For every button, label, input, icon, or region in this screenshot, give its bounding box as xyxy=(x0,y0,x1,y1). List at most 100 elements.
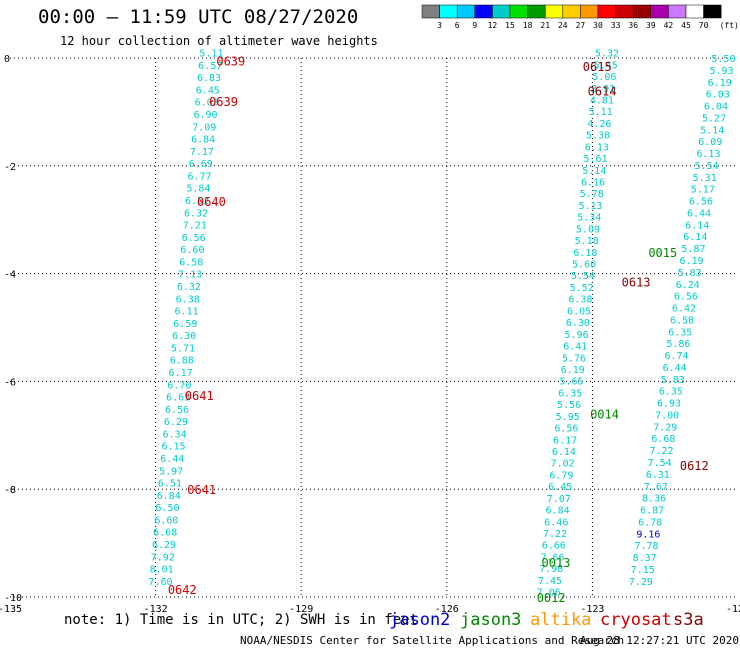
page-title: 00:00 – 11:59 UTC 08/27/2020 xyxy=(38,6,359,28)
wave-height-value: 6.70 xyxy=(167,380,191,391)
wave-height-value: 7.54 xyxy=(648,458,672,469)
wave-height-value: 6.03 xyxy=(195,98,219,109)
color-scale-label: 3 xyxy=(437,21,442,30)
wave-height-value: 7.07 xyxy=(547,494,571,505)
wave-height-value: 3.91 xyxy=(591,84,615,95)
wave-height-value: 5.93 xyxy=(710,66,734,77)
color-scale-swatch xyxy=(544,4,564,19)
wave-height-value: 5.09 xyxy=(576,224,600,235)
color-scale-swatch xyxy=(650,4,669,19)
wave-height-value: 6.14 xyxy=(685,220,709,231)
wave-height-value: 6.38 xyxy=(568,295,592,306)
wave-height-value: 5.38 xyxy=(586,131,610,142)
wave-height-value: 6.77 xyxy=(188,171,212,182)
page-subtitle: 12 hour collection of altimeter wave hei… xyxy=(60,34,378,48)
color-scale-swatch xyxy=(456,4,476,19)
wave-height-value: 5.60 xyxy=(572,260,596,271)
color-scale-label: 6 xyxy=(455,21,460,30)
wave-height-value: 6.93 xyxy=(657,399,681,410)
wave-height-value: 7.29 xyxy=(629,577,653,588)
wave-height-value: 5.27 xyxy=(702,113,726,124)
mission-cryosat: cryosat xyxy=(600,610,672,630)
wave-height-value: 6.35 xyxy=(659,387,683,398)
wave-height-value: 6.38 xyxy=(176,294,200,305)
y-tick-label: -8 xyxy=(4,485,16,496)
wave-height-value: 6.56 xyxy=(165,405,189,416)
wave-height-value: 6.14 xyxy=(552,447,576,458)
time-label: 0640 xyxy=(197,195,226,209)
wave-height-value: 6.19 xyxy=(680,256,704,267)
wave-height-value: 8.01 xyxy=(150,565,174,576)
wave-height-value: 7.17 xyxy=(190,147,214,158)
wave-height-value: 6.46 xyxy=(544,517,568,528)
wave-height-value: 6.19 xyxy=(561,365,585,376)
wave-height-value: 5.32 xyxy=(595,49,619,60)
wave-height-value: 6.68 xyxy=(651,434,675,445)
wave-height-value: 5.96 xyxy=(565,330,589,341)
color-scale-swatch xyxy=(703,4,722,19)
wave-height-value: 6.56 xyxy=(182,233,206,244)
wave-height-value: 5.65 xyxy=(559,377,583,388)
color-scale-label: 27 xyxy=(576,21,586,30)
wave-height-value: 5.11 xyxy=(589,107,613,118)
time-label: 0639 xyxy=(209,95,238,109)
wave-height-value: 5.54 xyxy=(695,161,719,172)
time-label: 0613 xyxy=(622,276,651,290)
wave-height-value: 5.71 xyxy=(171,343,195,354)
wave-height-value: 7.92 xyxy=(151,552,175,563)
wave-height-value: 6.74 xyxy=(665,351,689,362)
wave-height-value: 5.78 xyxy=(580,189,604,200)
wave-height-value: 6.60 xyxy=(154,515,178,526)
wave-height-value: 6.13 xyxy=(696,149,720,160)
wave-height-value: 6.51 xyxy=(158,479,182,490)
wave-height-value: 5.14 xyxy=(700,125,724,136)
wave-height-value: 6.44 xyxy=(663,363,687,374)
wave-height-value: 6.60 xyxy=(180,245,204,256)
color-scale-label: 12 xyxy=(488,21,498,30)
color-scale-label: 24 xyxy=(558,21,568,30)
wave-height-value: 5.76 xyxy=(562,353,586,364)
y-tick-label: -6 xyxy=(4,377,16,388)
x-tick-label: -120 xyxy=(726,604,740,615)
wave-height-value: 6.56 xyxy=(554,424,578,435)
wave-height-value: 6.84 xyxy=(157,491,181,502)
wave-height-value: 6.58 xyxy=(179,257,203,268)
x-tick-label: -129 xyxy=(289,604,313,615)
wave-height-value: 6.68 xyxy=(153,528,177,539)
time-label: 0014 xyxy=(590,408,619,422)
wave-height-value: 6.79 xyxy=(549,470,573,481)
x-tick-label: -132 xyxy=(144,604,168,615)
wave-height-value: 6.45 xyxy=(548,482,572,493)
time-label: 0615 xyxy=(583,60,612,74)
wave-height-value: 6.56 xyxy=(674,292,698,303)
color-scale-swatch xyxy=(580,4,599,19)
wave-height-value: 5.31 xyxy=(693,173,717,184)
wave-height-value: 5.86 xyxy=(666,339,690,350)
y-tick-label: -4 xyxy=(4,270,16,281)
color-scale-swatch xyxy=(474,4,493,19)
wave-height-value: 6.66 xyxy=(542,541,566,552)
wave-height-value: 6.78 xyxy=(638,517,662,528)
wave-height-value: 4.81 xyxy=(590,95,614,106)
wave-height-value: 6.17 xyxy=(553,435,577,446)
mission-s3a: s3a xyxy=(673,610,704,630)
color-scale-swatch xyxy=(668,4,687,19)
wave-height-value: 6.19 xyxy=(708,78,732,89)
mission-jason3: jason3 xyxy=(460,610,522,630)
wave-height-value: 7.66 xyxy=(540,552,564,563)
wave-height-value: 8.36 xyxy=(642,494,666,505)
wave-height-value: 5.11 xyxy=(199,49,223,60)
color-scale-label: 18 xyxy=(523,21,533,30)
wave-height-value: 7.78 xyxy=(635,541,659,552)
wave-height-value: 6.29 xyxy=(164,417,188,428)
wave-height-value: 5.56 xyxy=(557,400,581,411)
wave-height-value: 4.26 xyxy=(587,119,611,130)
wave-height-value: 6.65 xyxy=(166,393,190,404)
wave-height-value: 6.56 xyxy=(689,197,713,208)
wave-height-value: 6.31 xyxy=(646,470,670,481)
mission-jason2: jason2 xyxy=(389,610,451,630)
wave-height-value: 5.52 xyxy=(570,283,594,294)
wave-height-value: 7.02 xyxy=(551,459,575,470)
time-label: 0015 xyxy=(648,246,677,260)
